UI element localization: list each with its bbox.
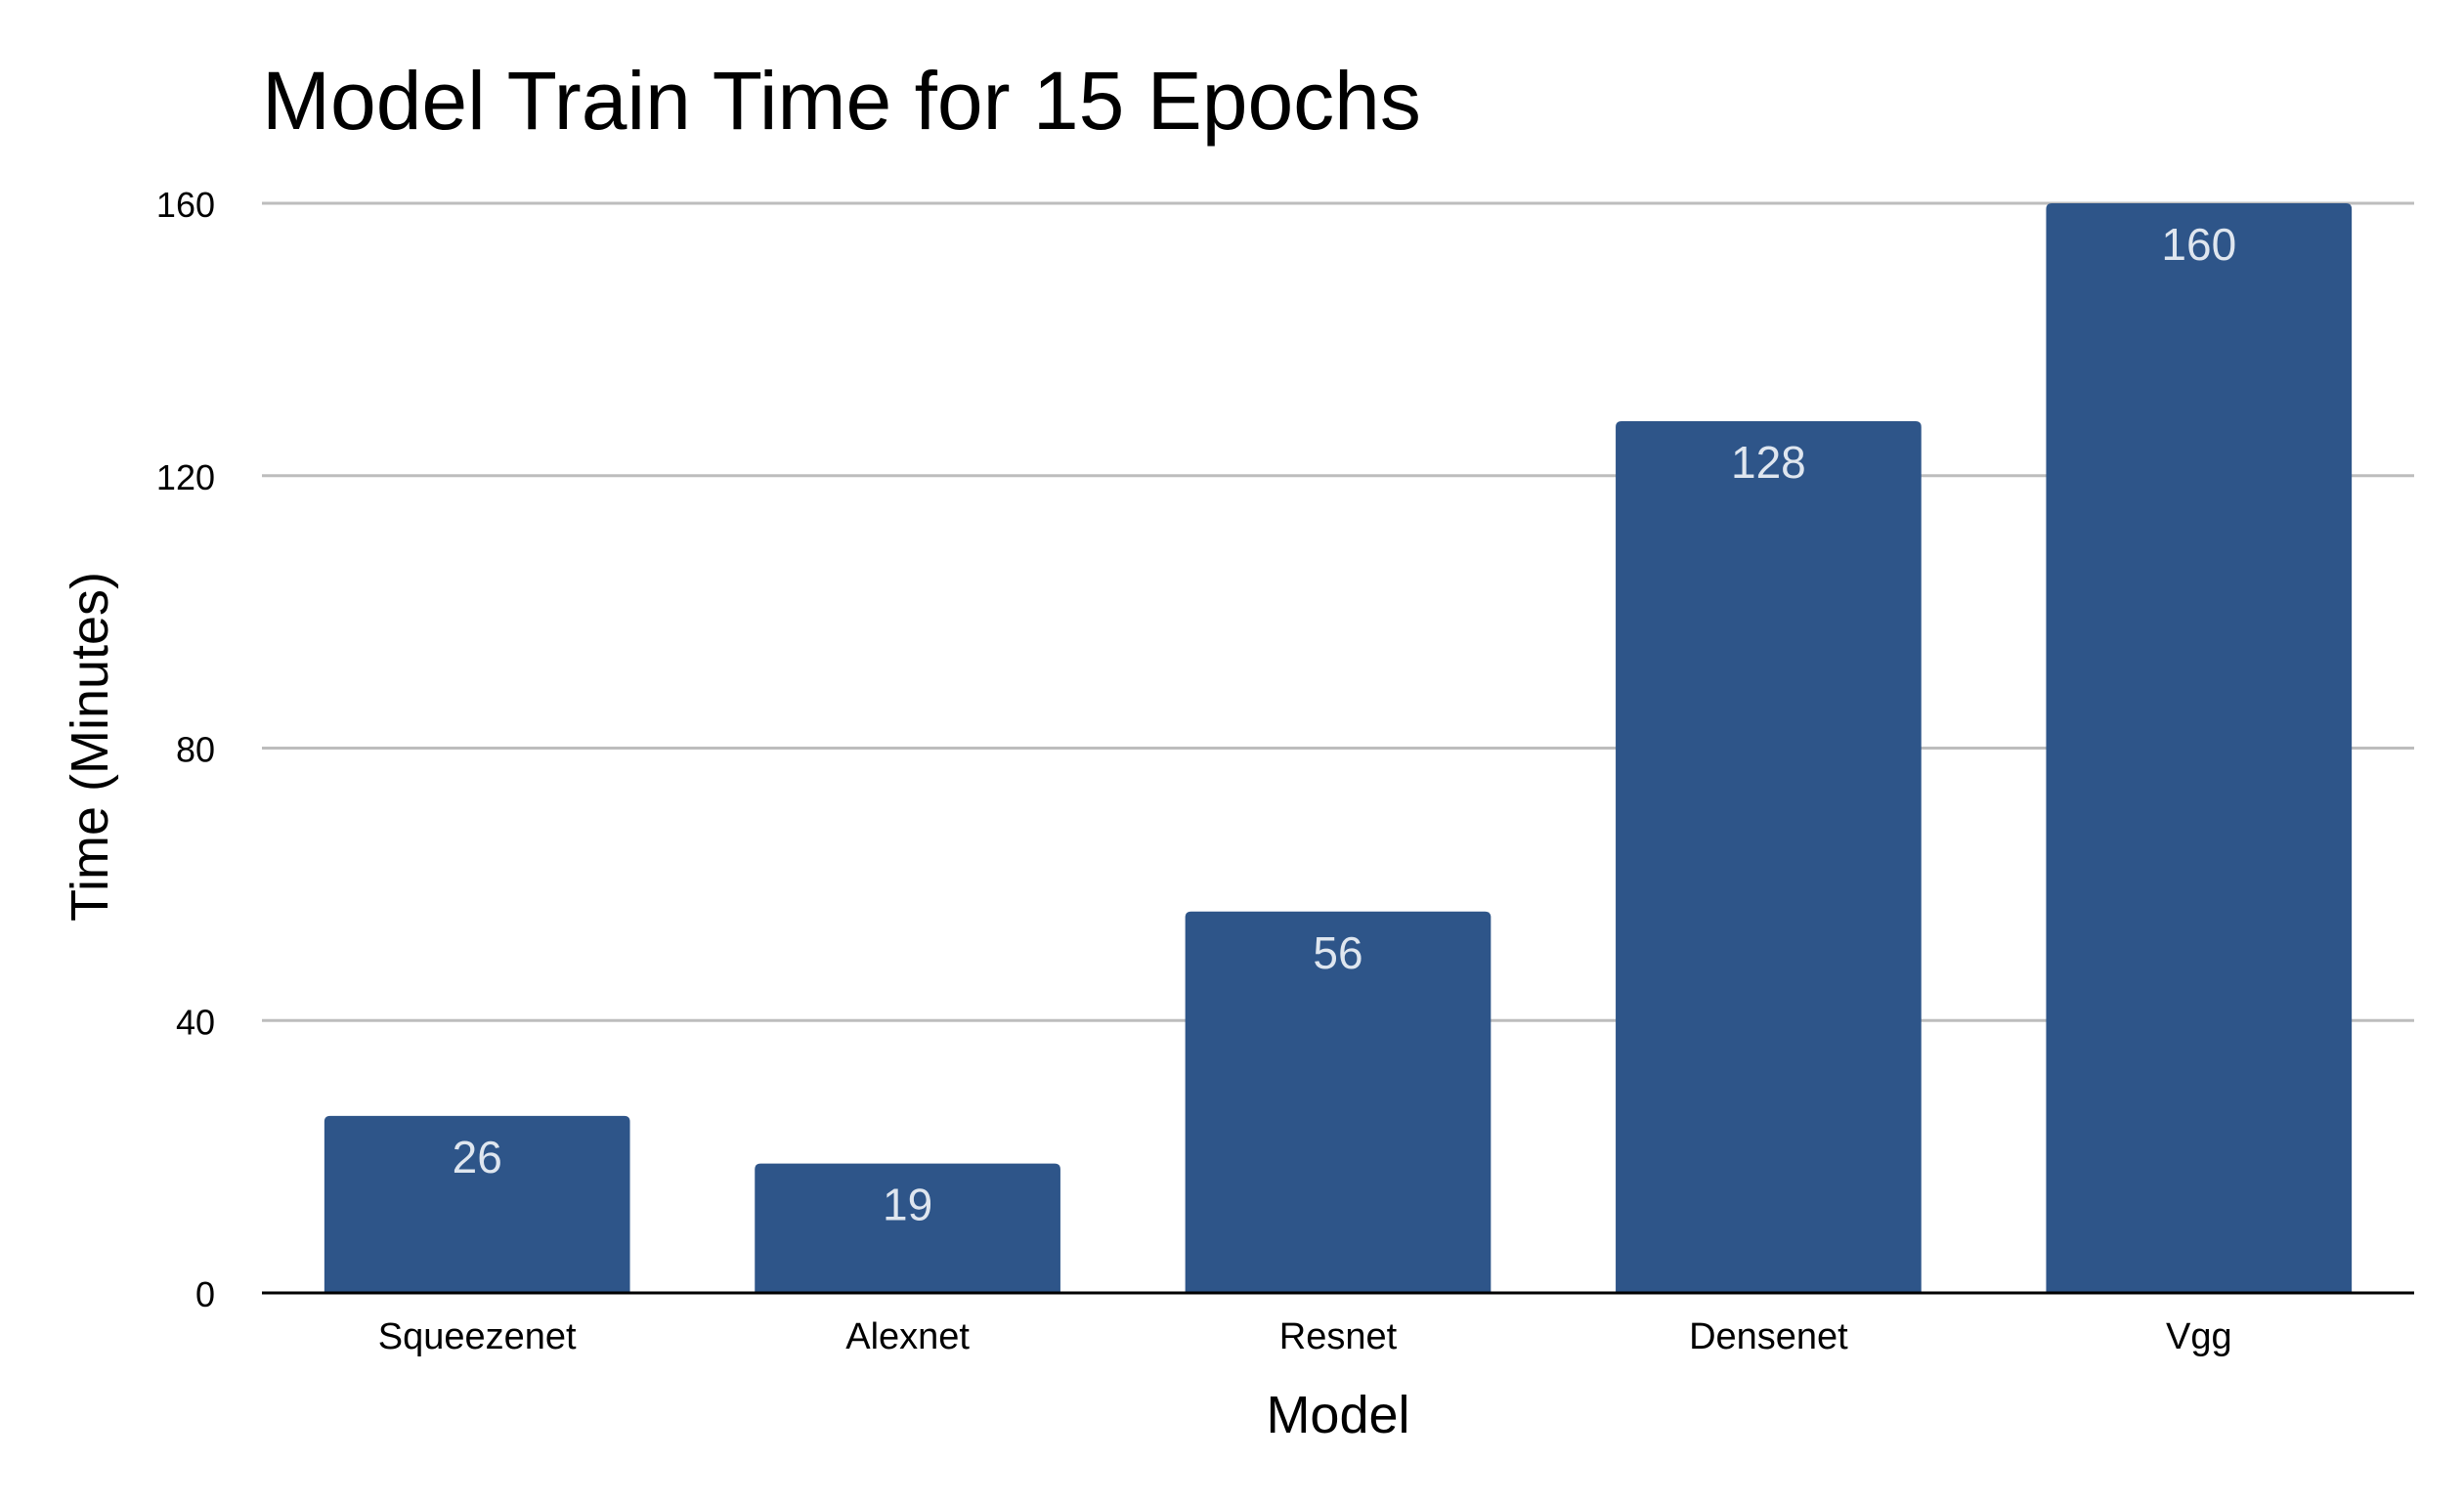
y-axis-title: Time (Minutes) (61, 572, 119, 922)
bar-resnet (1185, 911, 1491, 1293)
y-tick-label: 120 (156, 457, 215, 497)
x-tick-label-vgg: Vgg (2166, 1316, 2232, 1357)
data-label-alexnet: 19 (883, 1180, 932, 1230)
x-tick-label-resnet: Resnet (1279, 1316, 1398, 1357)
x-tick-label-densenet: Densenet (1689, 1316, 1848, 1357)
bar-squeezenet (324, 1115, 630, 1293)
bar-vgg (2046, 203, 2353, 1293)
x-tick-label-squeezenet: Squeezenet (378, 1316, 577, 1357)
y-tick-label: 80 (176, 730, 215, 770)
x-tick-label-alexnet: Alexnet (845, 1316, 970, 1357)
x-axis-title: Model (1266, 1386, 1409, 1444)
data-label-vgg: 160 (2161, 219, 2236, 270)
chart-title: Model Train Time for 15 Epochs (262, 55, 1421, 147)
y-tick-label: 0 (195, 1274, 215, 1314)
bars (324, 203, 2353, 1293)
y-tick-label: 40 (176, 1002, 215, 1042)
bar-densenet (1616, 421, 1922, 1293)
y-tick-label: 160 (156, 185, 215, 225)
bar-alexnet (755, 1163, 1060, 1293)
data-labels: 26 19 56 128 160 (453, 219, 2237, 1230)
data-label-squeezenet: 26 (453, 1132, 502, 1182)
data-label-densenet: 128 (1731, 437, 1806, 488)
data-label-resnet: 56 (1313, 927, 1362, 978)
y-tick-labels: 0 40 80 120 160 (156, 185, 215, 1314)
x-tick-labels: Squeezenet Alexnet Resnet Densenet Vgg (378, 1316, 2232, 1357)
